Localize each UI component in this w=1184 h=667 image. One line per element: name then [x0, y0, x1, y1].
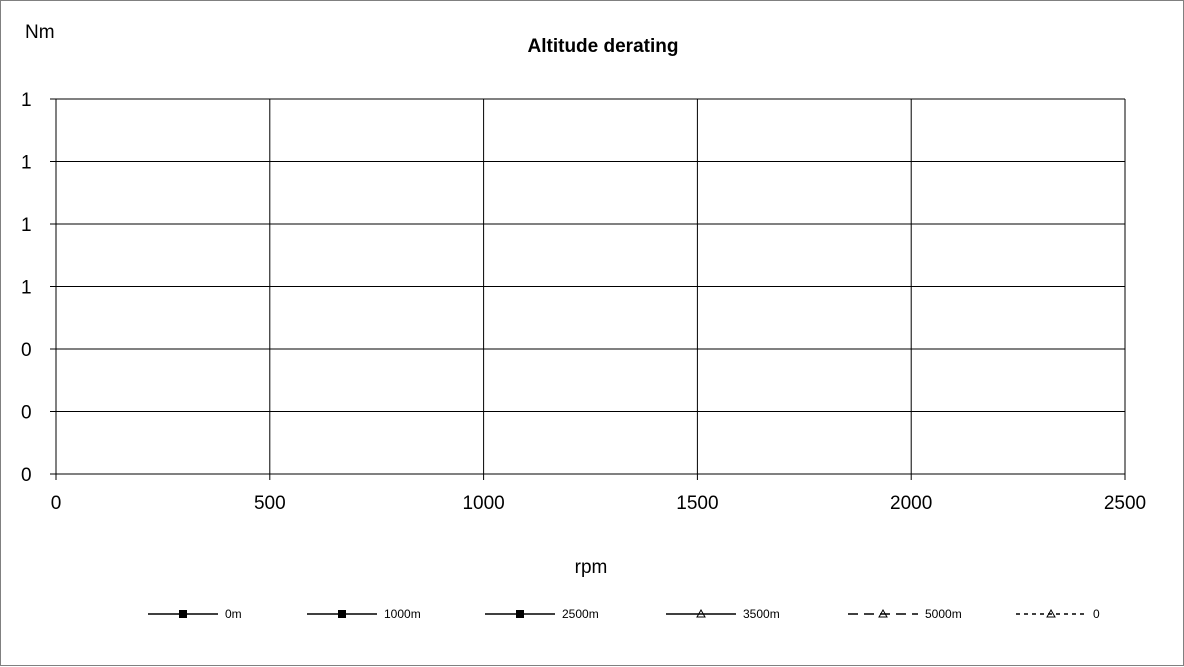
grid-lines: [56, 98, 1126, 474]
y-tick-label: 1: [21, 90, 32, 111]
legend-marker: [338, 610, 346, 618]
x-tick-label: 1000: [462, 493, 504, 514]
x-tick-label: 500: [254, 493, 286, 514]
x-tick-label: 2500: [1104, 493, 1146, 514]
y-tick-label: 0: [21, 403, 32, 424]
y-tick-label: 1: [21, 278, 32, 299]
legend-item: 2500m: [485, 607, 599, 621]
y-tick-label: 0: [21, 340, 32, 361]
x-tick-label: 1500: [676, 493, 718, 514]
legend-item: 0: [1016, 607, 1100, 621]
legend-marker: [516, 610, 524, 618]
y-tick-label: 1: [21, 215, 32, 236]
legend-label: 2500m: [562, 607, 599, 621]
legend-item: 3500m: [666, 607, 780, 621]
axes: [50, 98, 1126, 480]
legend-marker: [1046, 608, 1056, 618]
legend-item: 1000m: [307, 607, 421, 621]
x-tick-label: 0: [51, 493, 62, 514]
legend-label: 3500m: [743, 607, 780, 621]
y-axis-title: Nm: [25, 22, 55, 43]
legend-label: 0m: [225, 607, 242, 621]
y-tick-label: 1: [21, 153, 32, 174]
legend-marker: [179, 610, 187, 618]
legend-label: 0: [1093, 607, 1100, 621]
legend: 0m 1000m 2500m 3500m 5000m 0: [148, 607, 1100, 621]
y-tick-label: 0: [21, 465, 32, 486]
legend-item: 0m: [148, 607, 242, 621]
legend-label: 5000m: [925, 607, 962, 621]
x-tick-label: 2000: [890, 493, 932, 514]
legend-marker: [878, 608, 888, 618]
x-axis-title: rpm: [575, 557, 608, 578]
legend-item: 5000m: [848, 607, 962, 621]
legend-marker: [696, 608, 706, 618]
chart-title: Altitude derating: [528, 36, 679, 57]
legend-label: 1000m: [384, 607, 421, 621]
